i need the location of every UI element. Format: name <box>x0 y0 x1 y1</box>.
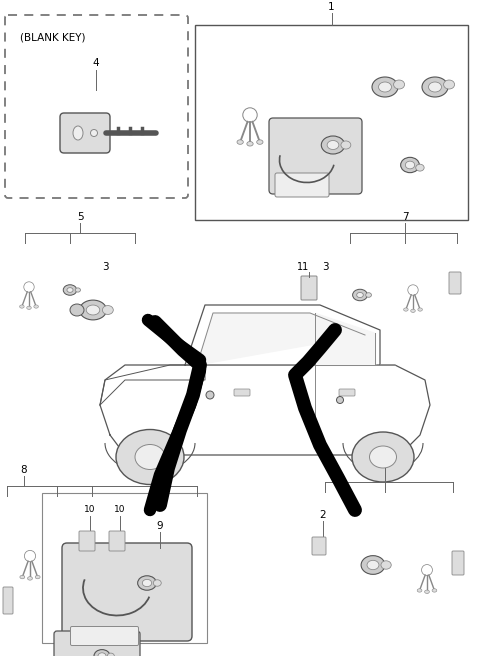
Ellipse shape <box>369 562 377 568</box>
Ellipse shape <box>73 126 83 140</box>
FancyBboxPatch shape <box>449 272 461 294</box>
Ellipse shape <box>352 432 414 482</box>
FancyBboxPatch shape <box>312 537 326 555</box>
FancyBboxPatch shape <box>275 173 329 197</box>
Ellipse shape <box>361 556 385 575</box>
Ellipse shape <box>94 649 110 656</box>
Ellipse shape <box>135 445 165 470</box>
Ellipse shape <box>357 293 363 298</box>
Polygon shape <box>100 365 430 455</box>
Ellipse shape <box>80 300 107 320</box>
Ellipse shape <box>321 136 345 154</box>
Text: 9: 9 <box>156 521 163 531</box>
Bar <box>42 493 207 643</box>
Ellipse shape <box>257 140 263 144</box>
Ellipse shape <box>353 289 367 300</box>
FancyBboxPatch shape <box>79 531 95 551</box>
Ellipse shape <box>366 293 372 297</box>
FancyBboxPatch shape <box>54 631 140 656</box>
Ellipse shape <box>86 305 100 315</box>
Ellipse shape <box>116 430 184 485</box>
Circle shape <box>336 396 344 403</box>
Ellipse shape <box>91 129 97 136</box>
Ellipse shape <box>429 82 442 92</box>
Text: 10: 10 <box>114 506 126 514</box>
Ellipse shape <box>27 306 31 310</box>
Ellipse shape <box>67 287 73 293</box>
Ellipse shape <box>370 446 396 468</box>
Ellipse shape <box>27 577 33 580</box>
FancyBboxPatch shape <box>234 389 250 396</box>
Text: 1: 1 <box>328 2 335 12</box>
Ellipse shape <box>108 653 114 656</box>
Ellipse shape <box>35 575 40 579</box>
Ellipse shape <box>432 588 437 592</box>
Ellipse shape <box>380 562 387 568</box>
FancyBboxPatch shape <box>62 543 192 641</box>
Ellipse shape <box>75 288 81 292</box>
Ellipse shape <box>444 80 455 89</box>
Ellipse shape <box>63 285 77 295</box>
Circle shape <box>195 360 205 370</box>
Ellipse shape <box>98 653 106 656</box>
Ellipse shape <box>367 560 379 569</box>
Ellipse shape <box>416 164 424 171</box>
Ellipse shape <box>237 140 243 144</box>
Ellipse shape <box>381 561 391 569</box>
Polygon shape <box>197 313 365 365</box>
Ellipse shape <box>20 575 25 579</box>
Ellipse shape <box>401 157 420 173</box>
Ellipse shape <box>405 161 415 169</box>
Polygon shape <box>315 313 375 365</box>
Ellipse shape <box>425 590 430 594</box>
Ellipse shape <box>404 308 408 311</box>
FancyBboxPatch shape <box>452 551 464 575</box>
Ellipse shape <box>417 588 422 592</box>
Ellipse shape <box>341 141 351 149</box>
Text: 2: 2 <box>320 510 326 520</box>
FancyBboxPatch shape <box>109 531 125 551</box>
Ellipse shape <box>422 77 448 97</box>
Ellipse shape <box>418 308 422 311</box>
Ellipse shape <box>327 140 339 150</box>
FancyBboxPatch shape <box>5 15 188 198</box>
FancyBboxPatch shape <box>269 118 362 194</box>
Text: 10: 10 <box>84 506 96 514</box>
Text: (BLANK KEY): (BLANK KEY) <box>20 32 85 42</box>
Text: 11: 11 <box>297 262 309 272</box>
Ellipse shape <box>379 82 392 92</box>
FancyBboxPatch shape <box>60 113 110 153</box>
Ellipse shape <box>70 304 84 316</box>
FancyBboxPatch shape <box>301 276 317 300</box>
Polygon shape <box>185 305 380 365</box>
Text: 8: 8 <box>21 465 27 475</box>
Ellipse shape <box>138 576 156 590</box>
Ellipse shape <box>394 80 405 89</box>
Bar <box>195 25 468 220</box>
Ellipse shape <box>364 558 382 572</box>
Text: 6: 6 <box>382 457 388 467</box>
Text: 3: 3 <box>322 262 328 272</box>
Circle shape <box>206 391 214 399</box>
FancyBboxPatch shape <box>339 389 355 396</box>
Ellipse shape <box>143 579 152 586</box>
Ellipse shape <box>411 309 415 312</box>
Text: 4: 4 <box>93 58 99 68</box>
Ellipse shape <box>20 305 24 308</box>
Circle shape <box>290 370 300 380</box>
Text: 7: 7 <box>402 212 408 222</box>
Ellipse shape <box>153 580 161 586</box>
Text: 5: 5 <box>77 212 84 222</box>
FancyBboxPatch shape <box>3 587 13 614</box>
Ellipse shape <box>247 142 253 146</box>
FancyBboxPatch shape <box>71 626 139 646</box>
Ellipse shape <box>102 306 113 314</box>
Ellipse shape <box>372 77 398 97</box>
Ellipse shape <box>34 305 38 308</box>
Text: 3: 3 <box>102 262 108 272</box>
